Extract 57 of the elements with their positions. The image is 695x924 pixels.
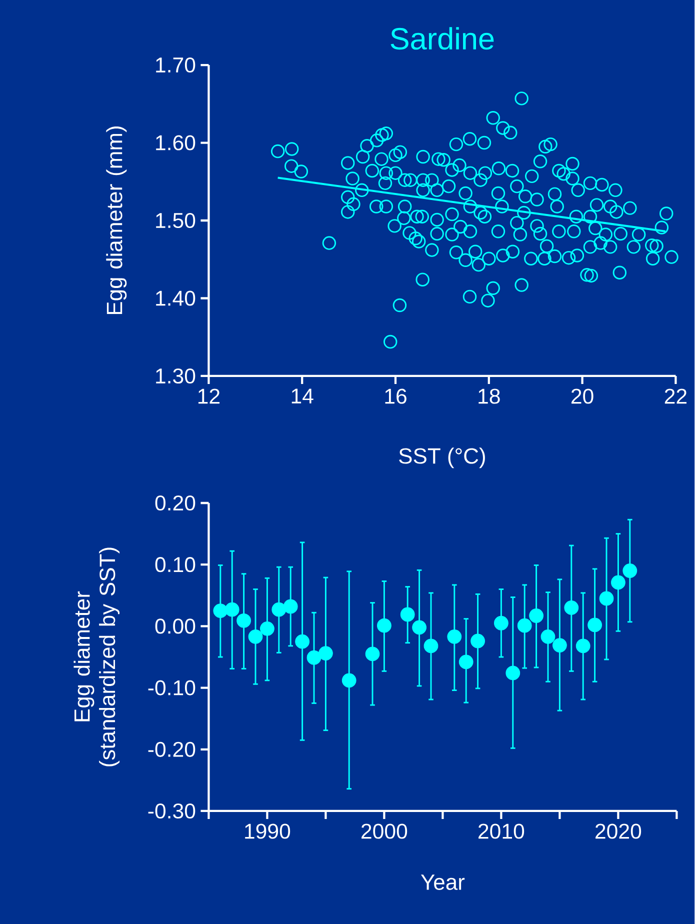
point	[248, 629, 263, 644]
point	[342, 673, 356, 688]
x-tick-label: 14	[292, 388, 314, 404]
point	[424, 638, 438, 654]
point	[599, 591, 614, 606]
point	[564, 600, 579, 615]
point	[506, 666, 520, 680]
x-tick-label: 16	[385, 388, 407, 404]
point	[213, 604, 228, 618]
y-axis-title: Egg diameter (mm)	[106, 126, 127, 314]
point	[622, 564, 638, 578]
point	[272, 602, 286, 617]
point	[588, 618, 602, 632]
point	[459, 654, 474, 670]
point	[318, 646, 334, 661]
point	[400, 607, 415, 622]
x-tick-label: 2000	[362, 824, 408, 839]
point	[284, 599, 298, 614]
point	[236, 613, 252, 628]
point	[611, 575, 626, 590]
y-tick-label: 1.50	[156, 212, 196, 228]
y-tick-label: 1.60	[156, 135, 196, 150]
point	[540, 629, 556, 644]
y-tick-label: 0.00	[155, 618, 196, 634]
y-axis-title: Egg diameter (standardized by SST)	[74, 548, 120, 766]
x-axis-title: Year	[421, 874, 465, 890]
point	[365, 646, 380, 662]
point	[377, 618, 392, 633]
y-tick-label: 1.40	[156, 290, 196, 306]
x-tick-label: 2010	[478, 824, 524, 839]
chart-title: Sardine	[390, 27, 494, 50]
point	[295, 634, 310, 649]
point	[447, 629, 462, 644]
y-tick-label: 1.30	[156, 368, 196, 384]
point	[470, 634, 486, 648]
y-tick-label: 0.10	[155, 557, 196, 572]
x-axis-title: SST (°C)	[399, 448, 486, 468]
point	[225, 602, 240, 617]
x-tick-label: 22	[665, 388, 687, 404]
y-tick-label: -0.30	[148, 803, 196, 819]
x-tick-label: 1990	[245, 824, 290, 839]
x-tick-label: 12	[198, 388, 220, 404]
y-tick-label: 0.20	[155, 495, 196, 511]
x-tick-label: 18	[478, 388, 500, 404]
x-tick-label: 20	[572, 388, 594, 404]
y-tick-label: 1.70	[156, 57, 196, 73]
point	[306, 650, 322, 665]
point	[529, 608, 544, 623]
point	[552, 638, 568, 652]
point	[576, 638, 590, 654]
y-tick-label: -0.10	[148, 680, 196, 696]
x-tick-label: 2020	[596, 824, 642, 839]
point	[412, 620, 427, 635]
point	[518, 618, 532, 633]
y-tick-label: -0.20	[148, 742, 196, 757]
point	[260, 621, 275, 636]
point	[494, 616, 509, 630]
